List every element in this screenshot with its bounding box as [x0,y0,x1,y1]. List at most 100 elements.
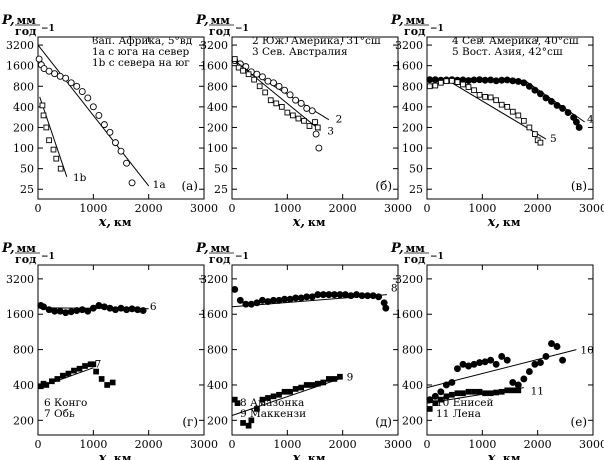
data-point [123,306,130,314]
data-point [542,94,550,102]
series-10: 10 [426,340,594,404]
data-point [258,73,266,81]
y-tick-label: 400 [207,101,228,114]
y-tick-label: 3200 [395,273,423,286]
data-point [254,406,260,412]
data-point [553,101,561,109]
data-point [98,376,105,382]
x-tick-label: 1000 [79,202,107,215]
y-axis-unit-exponent: −1 [430,252,444,262]
data-point [509,387,516,394]
data-point [465,388,472,395]
panel-label: (a) [181,179,198,193]
data-point [341,291,349,299]
data-point [117,304,125,312]
x-tick-label: 1000 [468,202,496,215]
fit-line-5 [448,80,547,140]
data-point [309,382,316,388]
data-point [537,139,544,146]
data-point [297,99,305,107]
data-point [73,82,81,90]
data-point [492,77,500,85]
y-axis-unit-bottom: год [404,25,425,38]
y-tick-label: 200 [402,414,423,427]
data-point [267,97,274,104]
data-point [312,130,320,138]
y-tick-label: 1600 [6,308,34,321]
data-point [57,165,64,172]
data-point [276,391,282,398]
data-point [46,137,52,144]
panel-label: (д) [375,415,392,429]
data-point [509,379,517,386]
y-tick-label: 800 [207,344,228,357]
data-point [454,79,461,85]
plot-frame [231,36,399,200]
data-point [509,108,516,115]
legend-entry: 3 Сев. Австралия [252,46,348,58]
data-point [231,56,238,62]
data-point [53,155,60,162]
series-1a: 1a [35,44,166,191]
legend-entry: 10 Енисей [436,397,493,409]
data-point [240,420,246,426]
data-point [525,368,533,376]
y-axis-title: P, мм [195,13,230,28]
legend-entry: 2 Юж. Америка, 31°сш [252,35,381,47]
data-point [275,82,283,90]
x-tick-label: 0 [229,438,236,451]
data-point [71,367,77,374]
series-label-2: 2 [336,114,343,126]
data-point [100,303,108,311]
data-point [320,379,327,386]
x-axis-title: x, км [98,215,132,230]
y-tick-label: 3200 [200,273,228,286]
data-point [295,115,302,122]
data-point [270,79,277,87]
series-7: 7 [37,358,116,390]
series-3: 3 [231,56,334,138]
data-point [112,306,119,314]
series-6: 6 [37,301,157,317]
data-point [503,356,511,364]
y-axis-unit-bottom: год [15,25,36,38]
data-point [235,64,242,71]
data-point [275,296,283,304]
data-point [493,389,500,396]
x-tick-label: 3000 [190,438,218,451]
x-axis-unit: км [503,452,521,460]
data-point [492,360,500,368]
x-tick-label: 1000 [273,438,301,451]
data-point [487,356,495,364]
y-tick-label: 800 [207,80,228,93]
y-tick-label: 400 [13,379,34,392]
data-point [104,382,111,388]
panel-label: (в) [571,179,587,193]
data-point [284,109,291,116]
y-tick-label: 1600 [200,308,228,321]
data-point [43,124,50,131]
y-tick-label: 3200 [200,39,228,52]
data-point [270,393,277,400]
y-tick-label: 100 [207,142,228,155]
x-axis-title: x, км [487,451,521,460]
data-point [264,77,272,85]
series-label-7: 7 [95,358,102,370]
y-tick-label: 800 [402,80,423,93]
data-point [93,368,99,375]
data-point [476,76,484,84]
data-point [54,376,61,382]
data-point [286,91,294,99]
data-point [353,291,360,299]
y-tick-label: 1600 [395,60,423,73]
data-point [247,300,255,308]
y-axis-unit-bottom: год [15,253,36,266]
data-point [231,286,239,293]
data-point [62,74,70,82]
data-point [287,388,293,395]
data-point [315,144,323,152]
data-point [487,76,495,84]
series-label-5: 5 [550,133,557,145]
